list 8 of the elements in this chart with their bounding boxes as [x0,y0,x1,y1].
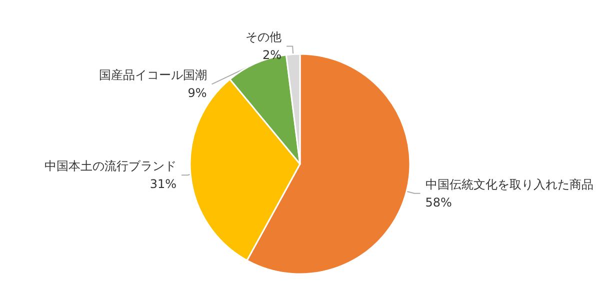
slice-label: その他 [246,30,282,44]
slice-label: 中国伝統文化を取り入れた商品 [425,177,594,192]
slice-label: 国産品イコール国潮 [98,68,207,82]
data-label: 9% [188,86,207,100]
data-label: 2% [262,48,282,62]
data-label: 31% [150,177,177,192]
slice-label: 中国本土の流行ブランド [44,159,177,174]
data-label: 58% [425,195,452,210]
